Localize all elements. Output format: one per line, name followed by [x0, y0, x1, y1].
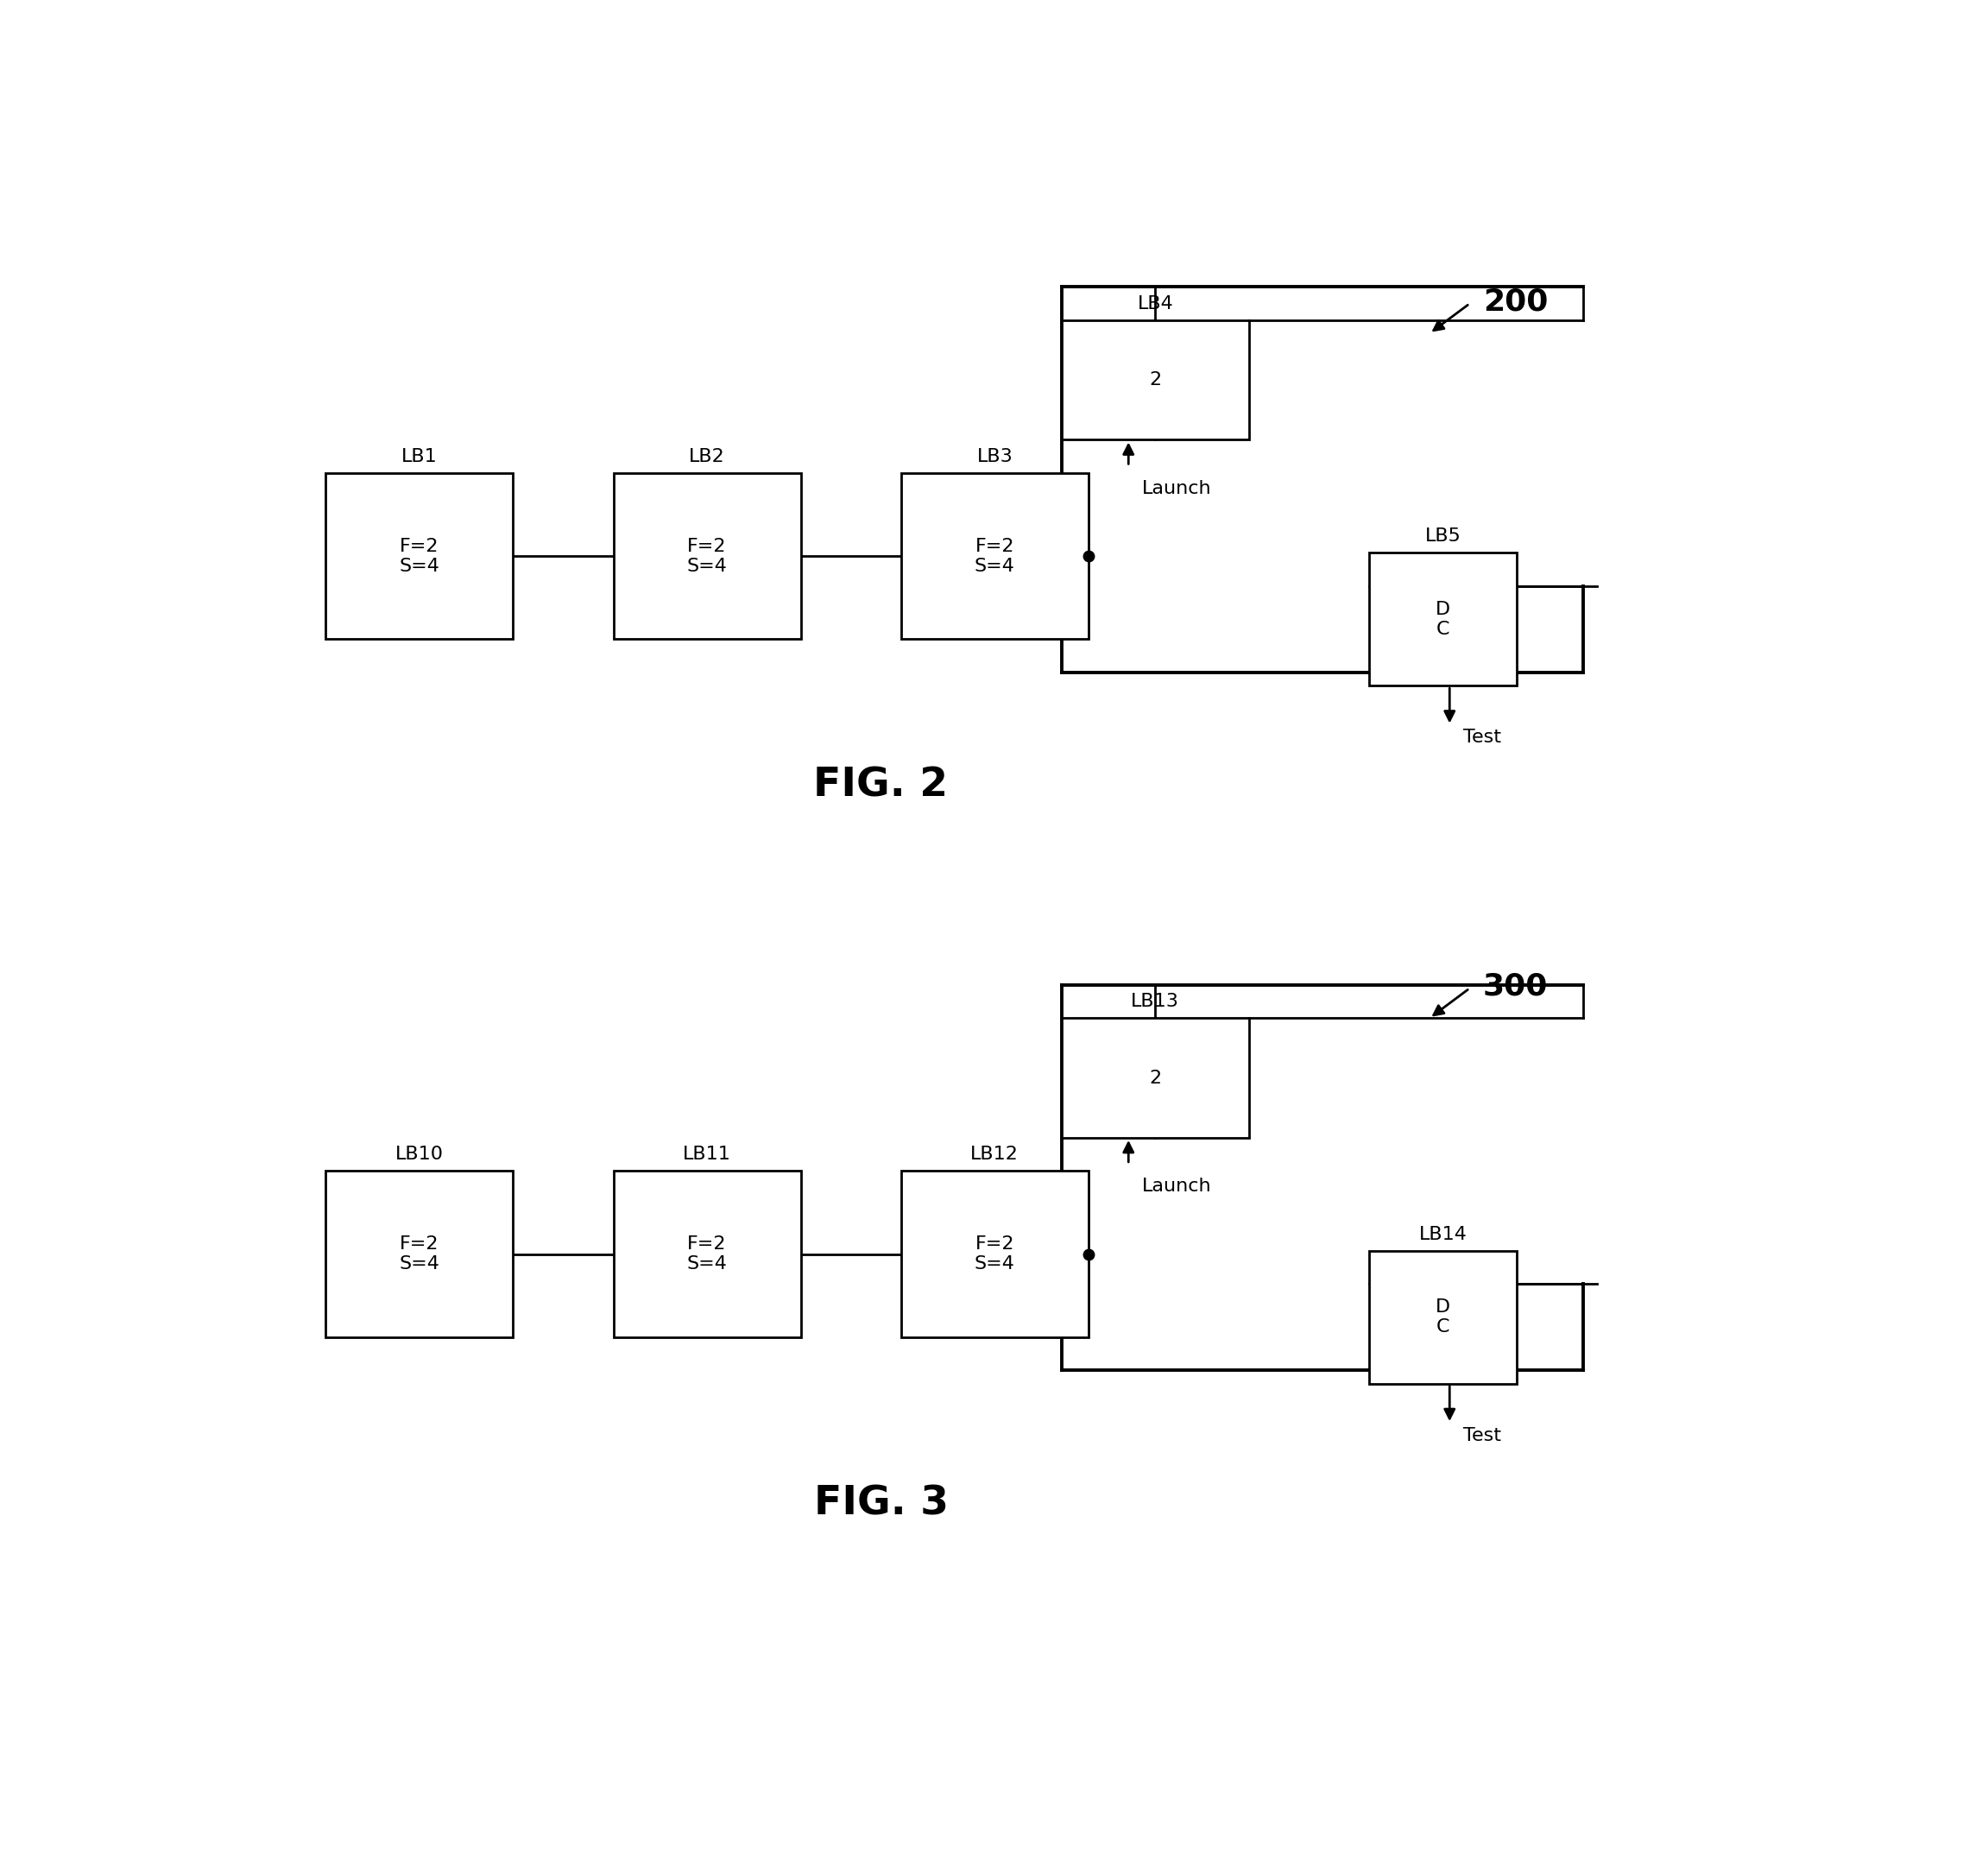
- Text: Launch: Launch: [1142, 1178, 1211, 1195]
- Text: D
C: D C: [1435, 600, 1451, 638]
- Text: Test: Test: [1462, 1428, 1502, 1445]
- Text: LB11: LB11: [683, 1146, 730, 1163]
- Text: F=2
S=4: F=2 S=4: [398, 538, 440, 574]
- Text: LB13: LB13: [1131, 992, 1180, 1009]
- Text: F=2
S=4: F=2 S=4: [974, 1236, 1015, 1272]
- FancyBboxPatch shape: [1370, 1251, 1517, 1384]
- Text: LB14: LB14: [1419, 1225, 1466, 1244]
- Text: F=2
S=4: F=2 S=4: [974, 538, 1015, 574]
- Text: Test: Test: [1462, 730, 1502, 747]
- FancyBboxPatch shape: [1062, 1019, 1248, 1139]
- Text: LB3: LB3: [978, 448, 1013, 465]
- FancyBboxPatch shape: [1062, 321, 1248, 439]
- Text: F=2
S=4: F=2 S=4: [687, 538, 726, 574]
- Text: LB1: LB1: [400, 448, 438, 465]
- Text: LB10: LB10: [395, 1146, 444, 1163]
- Text: F=2
S=4: F=2 S=4: [398, 1236, 440, 1272]
- Text: Launch: Launch: [1142, 480, 1211, 497]
- Text: LB12: LB12: [970, 1146, 1019, 1163]
- Text: LB4: LB4: [1137, 295, 1174, 311]
- FancyBboxPatch shape: [326, 473, 512, 640]
- Text: 2: 2: [1148, 371, 1162, 388]
- Text: 2: 2: [1148, 1069, 1162, 1086]
- Text: LB2: LB2: [689, 448, 724, 465]
- Text: F=2
S=4: F=2 S=4: [687, 1236, 726, 1272]
- Text: 300: 300: [1482, 972, 1549, 1002]
- FancyBboxPatch shape: [1370, 553, 1517, 687]
- FancyBboxPatch shape: [326, 1171, 512, 1338]
- FancyBboxPatch shape: [901, 473, 1088, 640]
- Text: LB5: LB5: [1425, 527, 1460, 544]
- FancyBboxPatch shape: [612, 473, 801, 640]
- FancyBboxPatch shape: [612, 1171, 801, 1338]
- FancyBboxPatch shape: [901, 1171, 1088, 1338]
- Text: D
C: D C: [1435, 1298, 1451, 1336]
- Text: FIG. 2: FIG. 2: [813, 767, 948, 805]
- Text: 200: 200: [1482, 287, 1549, 317]
- Text: FIG. 3: FIG. 3: [813, 1484, 948, 1523]
